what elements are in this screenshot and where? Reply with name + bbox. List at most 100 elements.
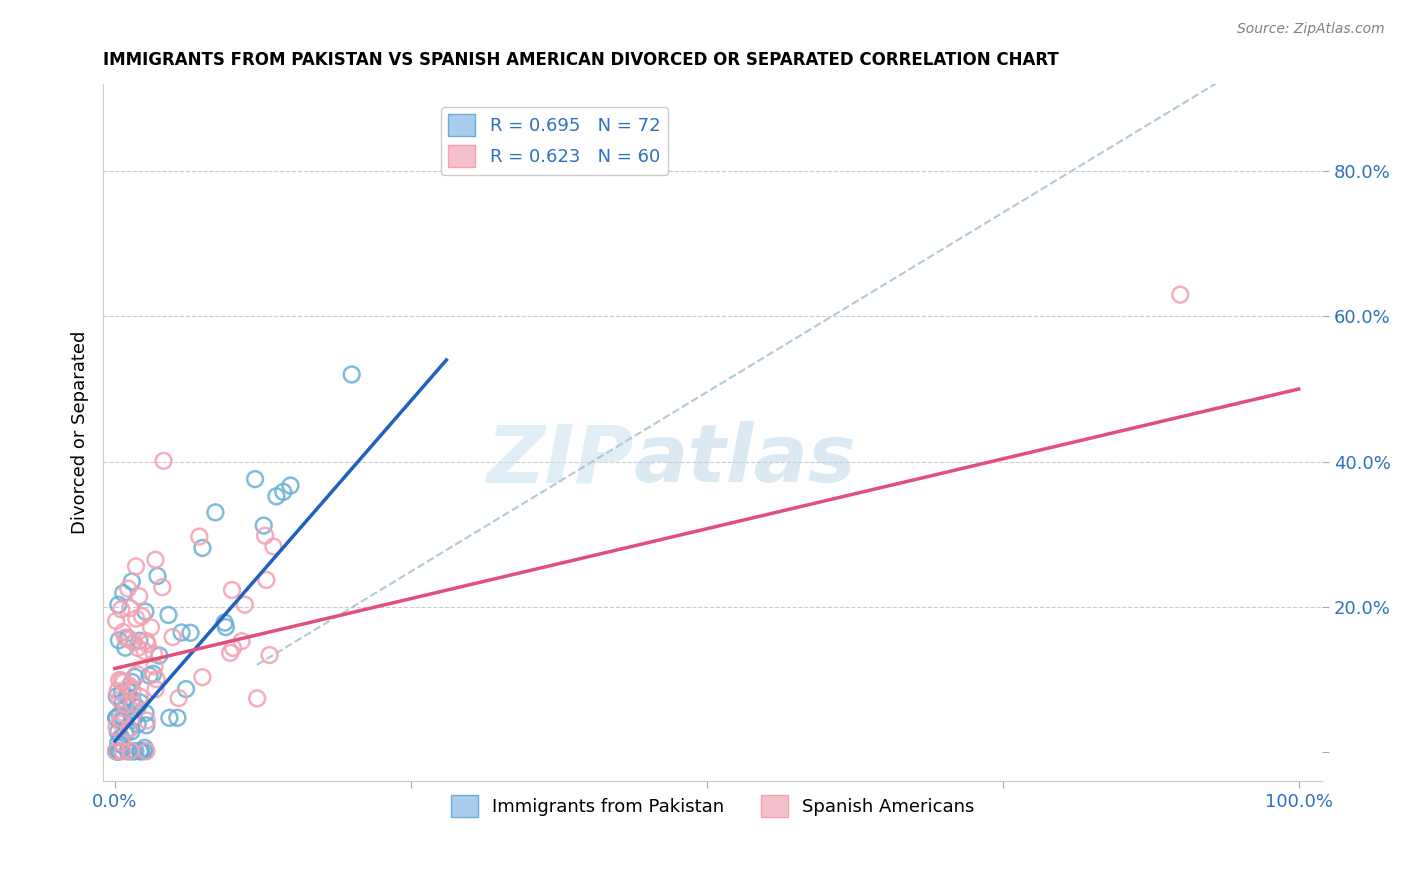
Point: [117, 582, 139, 596]
Text: ZIP: ZIP: [486, 421, 634, 500]
Point: [107, 684, 129, 698]
Point: [124, 670, 146, 684]
Point: [135, 706, 157, 720]
Point: [152, 454, 174, 468]
Point: [157, 711, 180, 725]
Point: [107, 744, 129, 758]
Point: [148, 648, 170, 663]
Point: [131, 609, 153, 624]
Point: [122, 710, 145, 724]
Point: [214, 615, 236, 630]
Point: [107, 725, 129, 739]
Point: [191, 541, 214, 555]
Point: [157, 607, 180, 622]
Point: [117, 631, 139, 645]
Point: [111, 694, 134, 708]
Point: [166, 711, 188, 725]
Point: [135, 714, 157, 728]
Point: [204, 505, 226, 519]
Point: [120, 744, 142, 758]
Point: [167, 691, 190, 706]
Point: [142, 666, 165, 681]
Point: [231, 634, 253, 648]
Point: [127, 640, 149, 655]
Point: [127, 717, 149, 731]
Point: [134, 740, 156, 755]
Point: [191, 670, 214, 684]
Point: [128, 589, 150, 603]
Point: [118, 679, 141, 693]
Point: [262, 540, 284, 554]
Point: [259, 648, 281, 662]
Point: [105, 744, 128, 758]
Point: [105, 744, 128, 758]
Point: [254, 573, 277, 587]
Point: [112, 625, 135, 640]
Point: [139, 620, 162, 634]
Point: [105, 690, 128, 704]
Point: [162, 630, 184, 644]
Point: [108, 744, 131, 758]
Point: [118, 722, 141, 736]
Point: [233, 598, 256, 612]
Text: atlas: atlas: [634, 421, 856, 500]
Point: [121, 692, 143, 706]
Point: [129, 695, 152, 709]
Point: [271, 484, 294, 499]
Point: [143, 659, 166, 673]
Point: [117, 684, 139, 698]
Point: [105, 614, 128, 628]
Point: [110, 716, 132, 731]
Point: [145, 553, 167, 567]
Point: [146, 569, 169, 583]
Point: [118, 632, 141, 647]
Point: [124, 744, 146, 758]
Point: [1168, 287, 1191, 301]
Point: [105, 720, 128, 734]
Point: [145, 672, 167, 686]
Point: [129, 744, 152, 758]
Point: [132, 744, 155, 758]
Point: [107, 736, 129, 750]
Point: [134, 605, 156, 619]
Point: [221, 582, 243, 597]
Point: [121, 744, 143, 758]
Point: [135, 634, 157, 648]
Point: [127, 700, 149, 714]
Point: [120, 724, 142, 739]
Point: [112, 586, 135, 600]
Point: [105, 744, 128, 758]
Point: [121, 574, 143, 589]
Point: [280, 478, 302, 492]
Point: [128, 633, 150, 648]
Point: [111, 714, 134, 728]
Point: [105, 711, 128, 725]
Point: [179, 625, 201, 640]
Point: [114, 640, 136, 655]
Point: [118, 744, 141, 758]
Point: [215, 620, 238, 634]
Point: [115, 690, 138, 704]
Point: [114, 698, 136, 712]
Point: [253, 518, 276, 533]
Point: [254, 528, 277, 542]
Point: [135, 718, 157, 732]
Point: [125, 611, 148, 625]
Point: [121, 675, 143, 690]
Point: [111, 744, 134, 758]
Point: [110, 712, 132, 726]
Point: [125, 559, 148, 574]
Point: [246, 691, 269, 706]
Point: [129, 744, 152, 758]
Point: [105, 710, 128, 724]
Point: [174, 682, 197, 697]
Point: [188, 530, 211, 544]
Point: [121, 683, 143, 698]
Point: [118, 722, 141, 736]
Point: [129, 744, 152, 758]
Text: IMMIGRANTS FROM PAKISTAN VS SPANISH AMERICAN DIVORCED OR SEPARATED CORRELATION C: IMMIGRANTS FROM PAKISTAN VS SPANISH AMER…: [103, 51, 1059, 69]
Point: [110, 738, 132, 752]
Point: [105, 744, 128, 758]
Point: [129, 690, 152, 704]
Point: [266, 489, 288, 503]
